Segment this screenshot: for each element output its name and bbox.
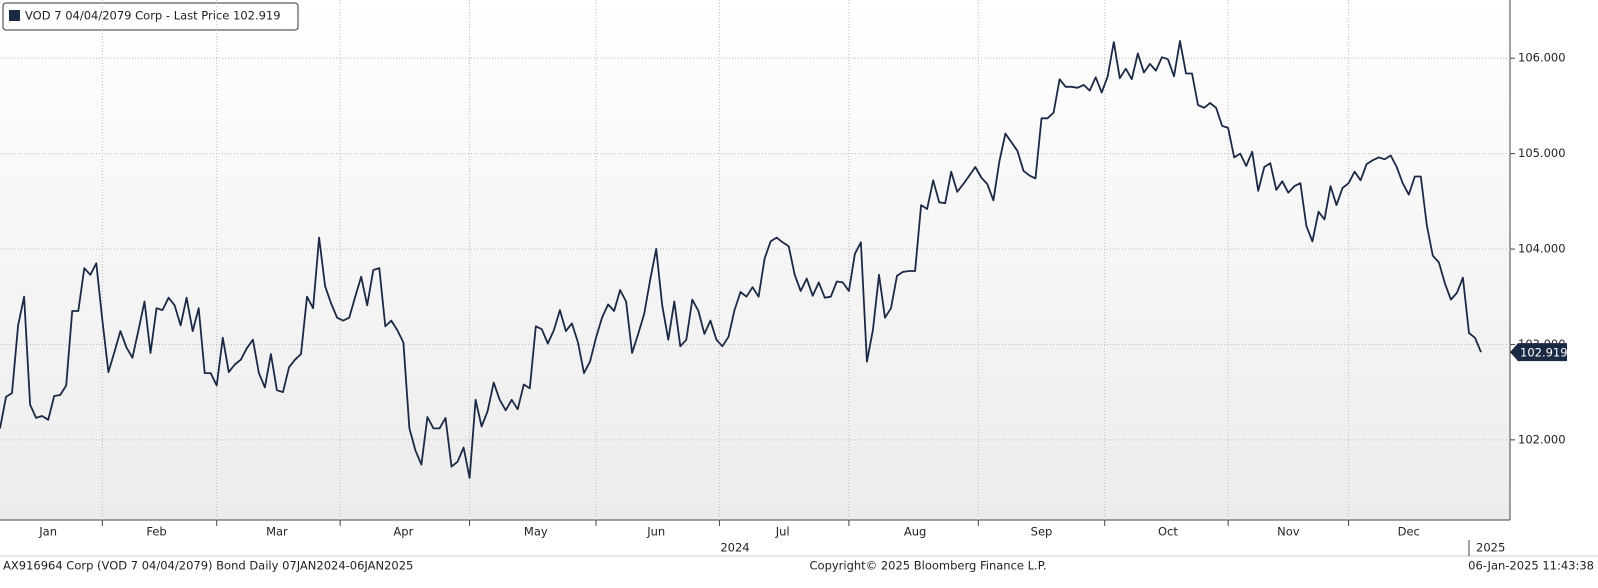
x-tick-label: Feb (146, 525, 166, 539)
plot-area (0, 0, 1510, 520)
x-tick-label: Jun (646, 525, 665, 539)
y-tick-label: 104.000 (1518, 242, 1566, 256)
last-price-label: 102.919 (1520, 346, 1568, 360)
x-tick-label: Jan (38, 525, 57, 539)
legend-text: VOD 7 04/04/2079 Corp - Last Price 102.9… (25, 9, 281, 23)
x-tick-label: Mar (266, 525, 288, 539)
x-tick-label: May (524, 525, 548, 539)
last-price-marker (1510, 343, 1567, 362)
year-label: 2025 (1476, 541, 1505, 555)
year-label: 2024 (720, 541, 749, 555)
price-line (0, 40, 1482, 479)
x-tick-label: Nov (1277, 525, 1300, 539)
footer-center: Copyright© 2025 Bloomberg Finance L.P. (810, 559, 1047, 573)
x-tick-label: Oct (1158, 525, 1178, 539)
footer-left: AX916964 Corp (VOD 7 04/04/2079) Bond Da… (3, 559, 413, 573)
y-tick-label: 106.000 (1518, 51, 1566, 65)
x-tick-label: Dec (1398, 525, 1420, 539)
x-tick-label: Apr (393, 525, 413, 539)
legend-box (2, 2, 299, 31)
x-tick-label: Sep (1031, 525, 1053, 539)
legend-swatch (9, 10, 20, 21)
x-tick-label: Jul (775, 525, 790, 539)
footer-right: 06-Jan-2025 11:43:38 (1468, 559, 1594, 573)
x-tick-label: Aug (904, 525, 926, 539)
y-tick-label: 105.000 (1518, 146, 1566, 160)
y-tick-label: 102.000 (1518, 432, 1566, 446)
